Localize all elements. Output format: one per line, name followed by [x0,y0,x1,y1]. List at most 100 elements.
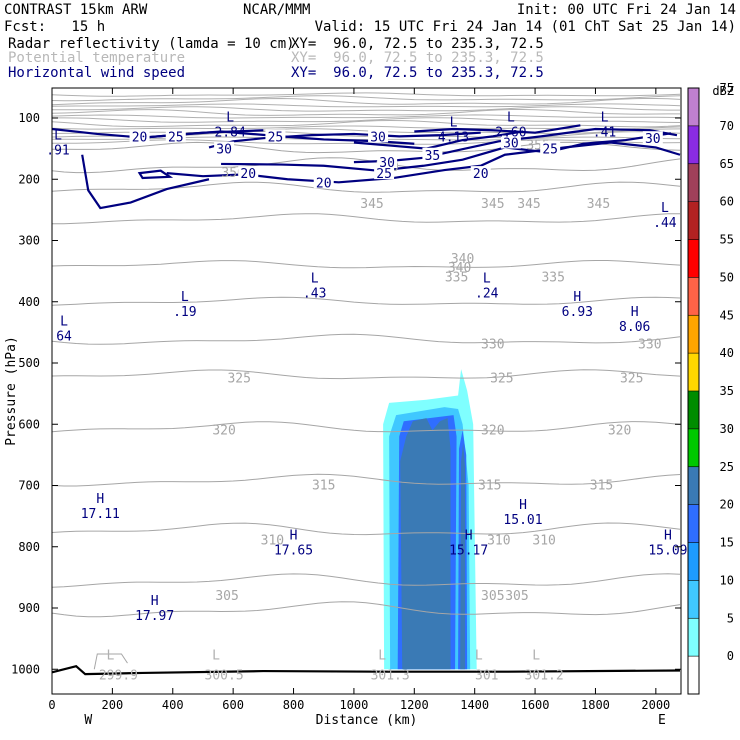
theta-contour-line [52,522,681,536]
theta-contour-line [52,157,681,174]
colorbar-level-label: 35 [720,384,734,398]
high-marker: H [519,498,527,513]
surface-low-marker: L [107,648,115,663]
colorbar-level-label: 20 [720,498,734,512]
surface-low-marker: L [378,648,386,663]
colorbar-level-label: 40 [720,346,734,360]
colorbar-swatch [688,277,699,316]
x-tick-label: 1200 [400,698,429,712]
wind-label: 25 [168,130,184,145]
high-marker: H [290,529,298,544]
wind-contour-line [353,130,524,150]
colorbar-level-label: 60 [720,195,734,209]
theta-label: 335 [541,270,564,285]
theta-label: 330 [638,338,661,353]
theta-contour-line [52,213,681,225]
low-marker: L [60,314,68,329]
theta-label: 320 [481,423,504,438]
colorbar-swatch [688,201,699,240]
colorbar-level-label: 25 [720,460,734,474]
wind-label: 25 [542,143,558,158]
theta-contour-line [52,181,681,193]
wind-label-bg [500,135,521,149]
theta-contour-line-upper [52,103,681,108]
colorbar-swatch [688,656,699,694]
extremum-value: 6.93 [562,305,593,320]
wind-contour-line [208,131,481,149]
extremum-value: 17.65 [274,544,313,559]
extremum-value: 2.60 [495,125,526,140]
theta-contour-line [52,573,681,588]
theta-contour-line [52,421,681,433]
low-marker: L [483,271,491,286]
theta-label: 325 [227,371,250,386]
colorbar-level-label: 50 [720,270,734,284]
colorbar-level-label: 30 [720,422,734,436]
high-marker: H [631,305,639,320]
axes: 0 200 400 600 800 1000 1200 1400 1600 1800 2000 100… [4,88,681,728]
theta-contours [52,92,681,670]
colorbar-level-label: 0 [727,649,734,663]
x-tick-label: 400 [162,698,184,712]
wind-label-bg [470,166,491,180]
colorbar-swatch [688,353,699,391]
low-marker: L [226,110,234,125]
colorbar-swatch [688,618,699,657]
theta-label: 315 [312,479,335,494]
low-marker: L [601,110,609,125]
field-xy-theta: XY= 96.0, 72.5 to 235.3, 72.5 [291,50,544,66]
wind-label-bg [214,141,235,155]
terrain-line [51,664,681,676]
extremum-value: 8.06 [619,320,650,335]
surface-theta-label: 301.3 [371,668,410,683]
theta-label: 340 [448,261,471,276]
theta-label: 345 [481,197,504,212]
colorbar-swatch [688,466,699,505]
surface-low-marker: L [475,648,483,663]
y-tick-label: 500 [18,356,40,370]
wind-label: 20 [240,167,256,182]
extremum-value: 4.13 [438,130,469,145]
y-tick-label: 700 [18,479,40,493]
theta-label: 310 [261,534,284,549]
extremum-value: .44 [653,216,677,231]
theta-contour-line [52,260,681,269]
wind-label-bg [165,129,186,143]
surface-theta-label: 299.9 [99,668,138,683]
field-name-reflectivity: Radar reflectivity (lamda = 10 cm) [8,36,295,52]
colorbar-swatch [688,88,699,126]
colorbar-swatch [688,391,699,429]
extremum-value: .24 [475,286,499,301]
colorbar-swatch [688,504,699,543]
x-tick-label: 1600 [521,698,550,712]
low-marker: L [661,201,669,216]
extremum-value: 17.97 [135,609,174,624]
wind-contour-line [414,124,581,134]
theta-label: 320 [608,423,631,438]
wind-label-bg [540,141,561,155]
wind-label: 25 [268,130,284,145]
valid-time: Valid: 15 UTC Fri 24 Jan 14 (01 ChT Sat … [315,19,736,35]
theta-contour-line-upper [52,97,681,106]
theta-label: 310 [487,534,510,549]
y-tick-label: 600 [18,417,40,431]
high-marker: H [151,594,159,609]
terrain-line-path [51,664,681,676]
theta-contour-line [52,601,681,618]
extremum-value: .41 [593,125,616,140]
low-marker: L [181,290,189,305]
x-end-label-west: W [84,713,92,728]
theta-contour-line [52,369,681,380]
surface-theta-label: 301 [475,668,498,683]
theta-contour-line-upper [52,95,681,102]
wind-label-bg [238,166,259,180]
wind-label: 20 [473,167,489,182]
field-xy-reflectivity: XY= 96.0, 72.5 to 235.3, 72.5 [291,36,544,52]
reflectivity-20dbz [400,418,451,670]
surface-theta-label: 301.2 [525,668,564,683]
forecast-hour: Fcst: 15 h [4,19,105,35]
x-tick-label: 0 [48,698,55,712]
wind-label-bg [313,175,334,189]
wind-label: 35 [425,149,441,164]
